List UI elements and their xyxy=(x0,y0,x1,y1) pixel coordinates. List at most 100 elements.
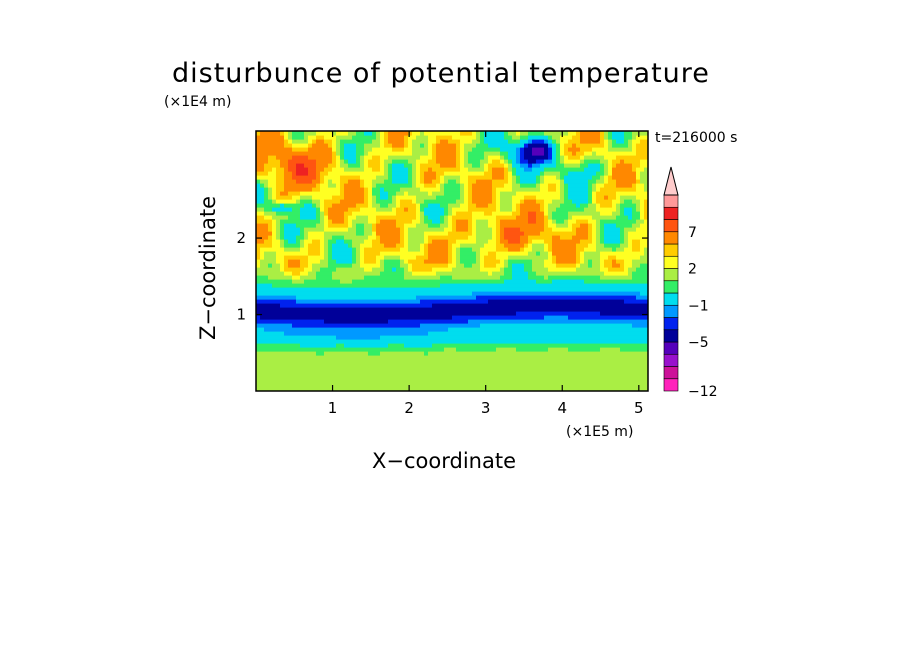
field-cell xyxy=(444,191,449,196)
field-cell xyxy=(544,367,549,372)
field-cell xyxy=(376,215,381,220)
field-cell xyxy=(436,335,441,340)
field-cell xyxy=(308,347,313,352)
field-cell xyxy=(264,355,269,360)
field-cell xyxy=(412,343,417,348)
field-cell xyxy=(496,247,501,252)
field-cell xyxy=(488,179,493,184)
field-cell xyxy=(372,219,377,224)
field-cell xyxy=(532,375,537,380)
field-cell xyxy=(256,279,261,284)
field-cell xyxy=(296,383,301,388)
field-cell xyxy=(544,211,549,216)
field-cell xyxy=(476,163,481,168)
field-cell xyxy=(388,199,393,204)
field-cell xyxy=(388,167,393,172)
field-cell xyxy=(336,319,341,324)
field-cell xyxy=(328,307,333,312)
field-cell xyxy=(516,327,521,332)
field-cell xyxy=(356,191,361,196)
field-cell xyxy=(520,247,525,252)
field-cell xyxy=(280,163,285,168)
field-cell xyxy=(460,211,465,216)
field-cell xyxy=(492,263,497,268)
field-cell xyxy=(320,367,325,372)
field-cell xyxy=(300,299,305,304)
field-cell xyxy=(480,187,485,192)
field-cell xyxy=(292,303,297,308)
field-cell xyxy=(308,187,313,192)
field-cell xyxy=(456,279,461,284)
field-cell xyxy=(264,331,269,336)
field-cell xyxy=(552,239,557,244)
field-cell xyxy=(484,159,489,164)
field-cell xyxy=(288,327,293,332)
field-cell xyxy=(416,279,421,284)
field-cell xyxy=(340,315,345,320)
field-cell xyxy=(416,243,421,248)
field-cell xyxy=(256,259,261,264)
field-cell xyxy=(340,159,345,164)
field-cell xyxy=(512,211,517,216)
field-cell xyxy=(368,151,373,156)
field-cell xyxy=(428,347,433,352)
field-cell xyxy=(372,323,377,328)
field-cell xyxy=(468,263,473,268)
field-cell xyxy=(560,375,565,380)
field-cell xyxy=(380,267,385,272)
field-cell xyxy=(484,259,489,264)
field-cell xyxy=(336,167,341,172)
field-cell xyxy=(528,187,533,192)
field-cell xyxy=(452,159,457,164)
field-cell xyxy=(488,339,493,344)
field-cell xyxy=(352,195,357,200)
field-cell xyxy=(496,223,501,228)
field-cell xyxy=(380,227,385,232)
field-cell xyxy=(528,139,533,144)
field-cell xyxy=(476,227,481,232)
field-cell xyxy=(524,327,529,332)
field-cell xyxy=(424,299,429,304)
field-cell xyxy=(256,387,261,391)
field-cell xyxy=(456,243,461,248)
field-cell xyxy=(456,175,461,180)
field-cell xyxy=(420,351,425,356)
field-cell xyxy=(344,159,349,164)
field-cell xyxy=(480,263,485,268)
field-cell xyxy=(396,143,401,148)
field-cell xyxy=(304,299,309,304)
field-cell xyxy=(400,295,405,300)
field-cell xyxy=(372,367,377,372)
field-cell xyxy=(520,231,525,236)
field-cell xyxy=(300,343,305,348)
field-cell xyxy=(408,179,413,184)
field-cell xyxy=(436,143,441,148)
field-cell xyxy=(288,155,293,160)
field-cell xyxy=(256,159,261,164)
field-cell xyxy=(520,143,525,148)
field-cell xyxy=(520,263,525,268)
field-cell xyxy=(520,239,525,244)
field-cell xyxy=(512,139,517,144)
field-cell xyxy=(444,267,449,272)
field-cell xyxy=(380,255,385,260)
field-cell xyxy=(412,227,417,232)
field-cell xyxy=(328,207,333,212)
field-cell xyxy=(368,255,373,260)
field-cell xyxy=(492,339,497,344)
field-cell xyxy=(440,251,445,256)
field-cell xyxy=(392,315,397,320)
field-cell xyxy=(412,223,417,228)
field-cell xyxy=(396,283,401,288)
field-cell xyxy=(408,307,413,312)
field-cell xyxy=(304,175,309,180)
field-cell xyxy=(508,139,513,144)
field-cell xyxy=(336,227,341,232)
field-cell xyxy=(292,271,297,276)
field-cell xyxy=(424,383,429,388)
field-cell xyxy=(516,239,521,244)
field-cell xyxy=(328,379,333,384)
field-cell xyxy=(468,179,473,184)
field-cell xyxy=(376,279,381,284)
field-cell xyxy=(500,295,505,300)
